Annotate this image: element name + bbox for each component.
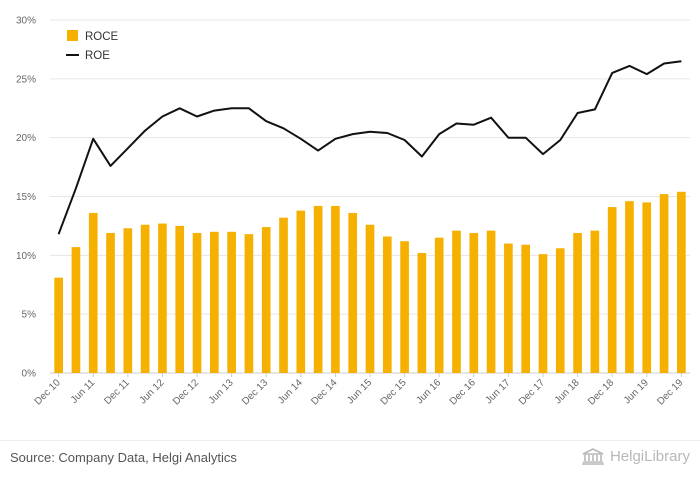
roce-bar [140, 224, 150, 373]
x-tick-label: Jun 12 [138, 377, 167, 406]
roce-bar [106, 232, 115, 373]
x-tick-label: Dec 14 [309, 377, 339, 407]
x-tick-label: Jun 19 [622, 377, 651, 406]
roce-bar [296, 210, 306, 373]
roce-bar [677, 191, 686, 373]
roce-bar [365, 224, 375, 373]
x-tick-label: Dec 13 [240, 377, 270, 407]
roce-bar [555, 248, 565, 373]
roce-bar [417, 252, 427, 373]
x-tick-label: Dec 12 [171, 377, 201, 407]
roce-bar [123, 228, 133, 373]
bar-layer [54, 191, 686, 373]
roce-bar [659, 194, 669, 373]
y-tick-label: 5% [22, 310, 37, 321]
roce-bar [400, 241, 409, 373]
roce-bar [192, 232, 202, 373]
roce-bar [88, 212, 98, 373]
library-building-icon [581, 448, 604, 465]
roce-bar [486, 230, 496, 373]
roce-bar [158, 223, 167, 373]
roce-bar [642, 202, 652, 373]
footer-divider [0, 440, 700, 441]
roce-bar [227, 231, 236, 373]
x-tick-label: Jun 14 [276, 377, 305, 406]
roce-bar [625, 201, 634, 373]
roce-bar [244, 234, 254, 373]
x-tick-label: Jun 16 [414, 377, 443, 406]
roce-bar [313, 205, 323, 373]
x-tick-label: Dec 17 [517, 377, 547, 407]
y-tick-label: 10% [16, 251, 36, 262]
roce-bar [452, 230, 461, 373]
x-tick-label: Jun 18 [553, 377, 582, 406]
roce-bar [573, 232, 582, 373]
roce-bar [71, 247, 81, 373]
roce-bar [469, 232, 479, 373]
roce-bar [279, 217, 288, 373]
roce-bar [382, 236, 392, 373]
roce-bar [261, 227, 271, 373]
y-tick-label: 25% [16, 74, 36, 85]
x-tick-label: Jun 17 [483, 377, 512, 406]
roce-bar [54, 277, 63, 373]
x-tick-label: Jun 11 [69, 377, 98, 406]
roce-bar [521, 244, 530, 373]
roce-bar [175, 225, 185, 373]
y-tick-layer: 0% 5% 10% 15% 20% 25% 30% [16, 16, 36, 380]
x-tick-label: Jun 15 [345, 377, 374, 406]
roce-bar [538, 254, 548, 373]
roce-bar [331, 205, 340, 373]
line-layer [57, 60, 682, 235]
x-tick-label: Dec 10 [33, 377, 63, 407]
brand-name: HelgiLibrary [609, 447, 690, 465]
legend-swatch-roce [67, 30, 78, 41]
roce-bar [504, 243, 513, 373]
roce-bar [590, 230, 600, 373]
y-tick-label: 20% [16, 133, 36, 144]
y-tick-label: 0% [22, 369, 37, 380]
legend: ROCE ROE [66, 30, 119, 62]
x-tick-label: Dec 11 [102, 377, 132, 407]
x-tick-label: Jun 13 [207, 377, 236, 406]
chart-area: 0% 5% 10% 15% 20% 25% 30% Dec 10 Jun 11 Dec 11 Ju… [16, 16, 690, 408]
y-tick-label: 15% [16, 192, 36, 203]
roe-line [57, 60, 682, 235]
legend-label-roce: ROCE [85, 31, 119, 43]
x-tick-label: Dec 15 [379, 377, 409, 407]
roce-bar [348, 212, 358, 373]
roce-bar [434, 237, 444, 373]
y-tick-label: 30% [16, 16, 36, 27]
x-tick-label: Dec 16 [448, 377, 478, 407]
roce-bar [210, 231, 219, 373]
chart-svg: 0%5%10%15%20%25%30% Dec 10 Jun 11 Dec 11 Ju… [16, 16, 690, 408]
source-note: Source: Company Data, Helgi Analytics [10, 450, 237, 465]
legend-label-roe: ROE [85, 50, 110, 62]
brand-logo: HelgiLibrary [580, 447, 690, 465]
roce-bar [607, 207, 617, 373]
x-tick-label: Dec 18 [586, 377, 616, 407]
x-tick-layer: Dec 10 Jun 11 Dec 11 Jun 12 Dec 12 Jun 13 Dec … [33, 373, 686, 408]
x-tick-label: Dec 19 [655, 377, 685, 407]
